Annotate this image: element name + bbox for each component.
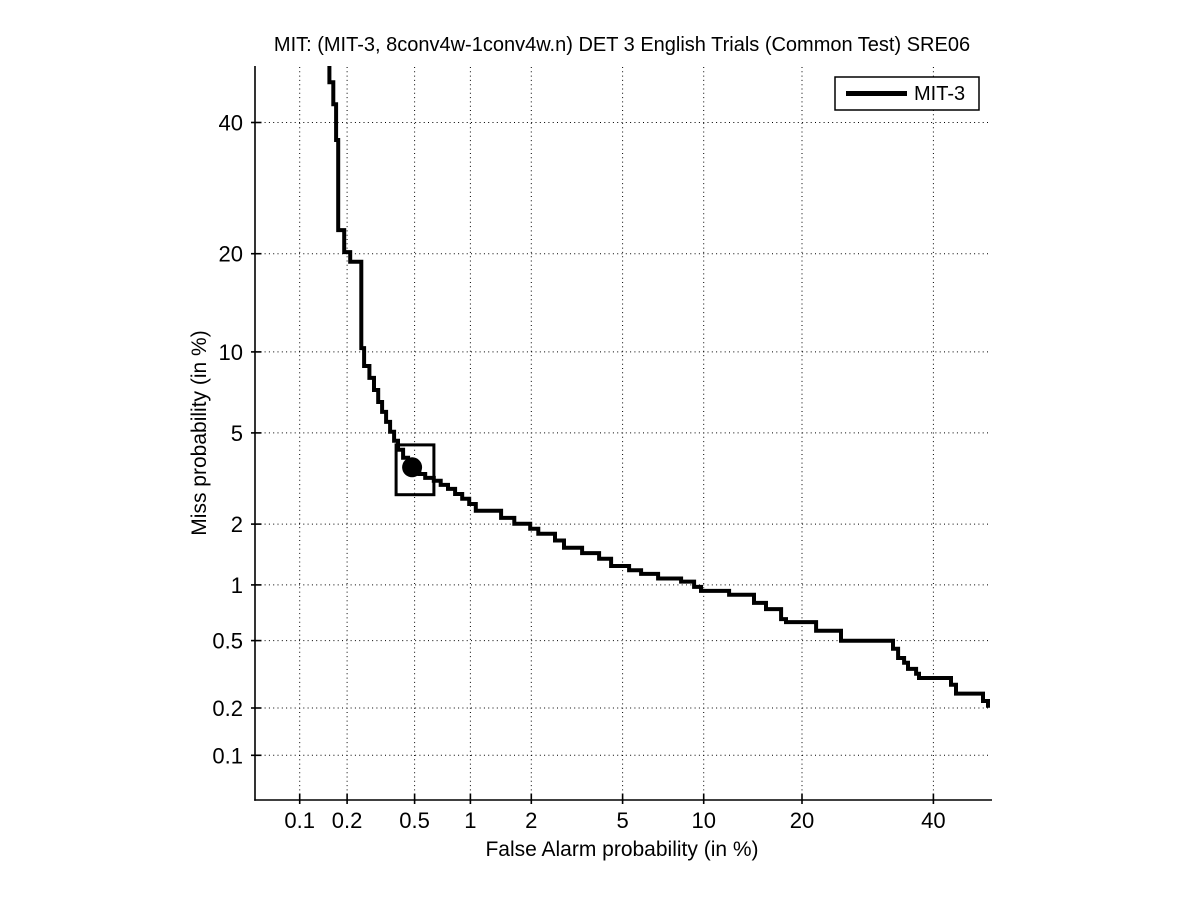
x-axis-label: False Alarm probability (in %) xyxy=(485,838,758,861)
det-curve-series-mit-3 xyxy=(327,66,990,708)
tick-label-layer: 0.1 0.2 0.5 1 2 5 10 20 40 0.1 0.2 0.5 1 2 5 10 20 40 xyxy=(212,111,945,834)
x-tick-label-10: 10 xyxy=(691,808,715,833)
y-tick-label-0.1: 0.1 xyxy=(212,743,243,768)
x-tick-label-2: 2 xyxy=(525,808,537,833)
y-axis-label: Miss probability (in %) xyxy=(188,330,211,535)
x-tick-label-0.5: 0.5 xyxy=(399,808,430,833)
x-tick-label-0.1: 0.1 xyxy=(284,808,315,833)
operating-region-box-marker xyxy=(394,443,436,497)
grid-layer xyxy=(256,67,988,799)
x-tick-label-20: 20 xyxy=(790,808,814,833)
y-tick-label-5: 5 xyxy=(231,421,243,446)
operating-point-dot-marker xyxy=(402,457,423,478)
axes-layer xyxy=(251,66,992,804)
y-tick-label-0.2: 0.2 xyxy=(212,696,243,721)
y-tick-label-0.5: 0.5 xyxy=(212,629,243,654)
legend: MIT-3 xyxy=(834,76,980,111)
legend-entry-label: MIT-3 xyxy=(914,83,965,105)
y-tick-label-10: 10 xyxy=(219,340,243,365)
x-tick-label-5: 5 xyxy=(616,808,628,833)
chart-title: MIT: (MIT-3, 8conv4w-1conv4w.n) DET 3 En… xyxy=(274,34,970,56)
x-tick-label-0.2: 0.2 xyxy=(332,808,363,833)
y-tick-label-20: 20 xyxy=(219,242,243,267)
y-tick-label-2: 2 xyxy=(231,512,243,537)
y-tick-label-1: 1 xyxy=(231,573,243,598)
y-tick-label-40: 40 xyxy=(219,111,243,136)
x-tick-label-1: 1 xyxy=(464,808,476,833)
x-tick-label-40: 40 xyxy=(921,808,945,833)
